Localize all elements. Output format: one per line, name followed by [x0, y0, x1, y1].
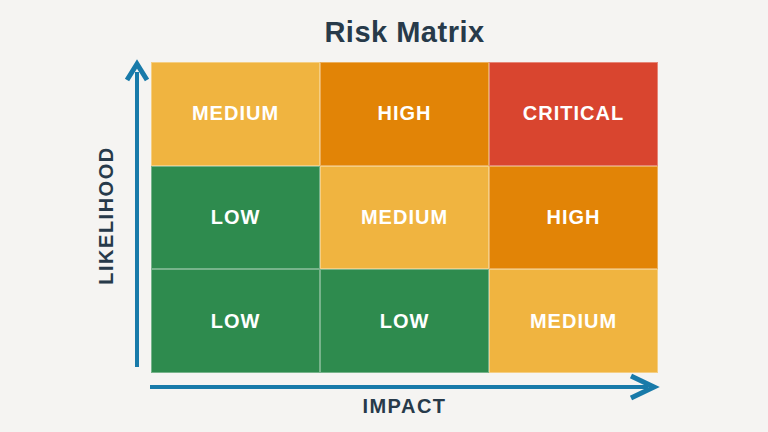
y-axis-arrow — [127, 64, 147, 367]
risk-matrix-grid: MEDIUMHIGHCRITICALLOWMEDIUMHIGHLOWLOWMED… — [151, 62, 658, 373]
matrix-cell-critical: CRITICAL — [489, 62, 658, 166]
page-title: Risk Matrix — [151, 16, 658, 49]
matrix-cell-medium: MEDIUM — [320, 166, 489, 270]
y-axis-label: LIKELIHOOD — [95, 116, 118, 316]
matrix-cell-high: HIGH — [489, 166, 658, 270]
risk-matrix-diagram: Risk Matrix LIKELIHOOD MEDIUMHIGHCRITICA… — [0, 0, 768, 432]
matrix-cell-low: LOW — [151, 269, 320, 373]
matrix-cell-medium: MEDIUM — [151, 62, 320, 166]
matrix-cell-high: HIGH — [320, 62, 489, 166]
x-axis-label: IMPACT — [151, 395, 658, 418]
matrix-cell-low: LOW — [151, 166, 320, 270]
matrix-cell-low: LOW — [320, 269, 489, 373]
matrix-cell-medium: MEDIUM — [489, 269, 658, 373]
